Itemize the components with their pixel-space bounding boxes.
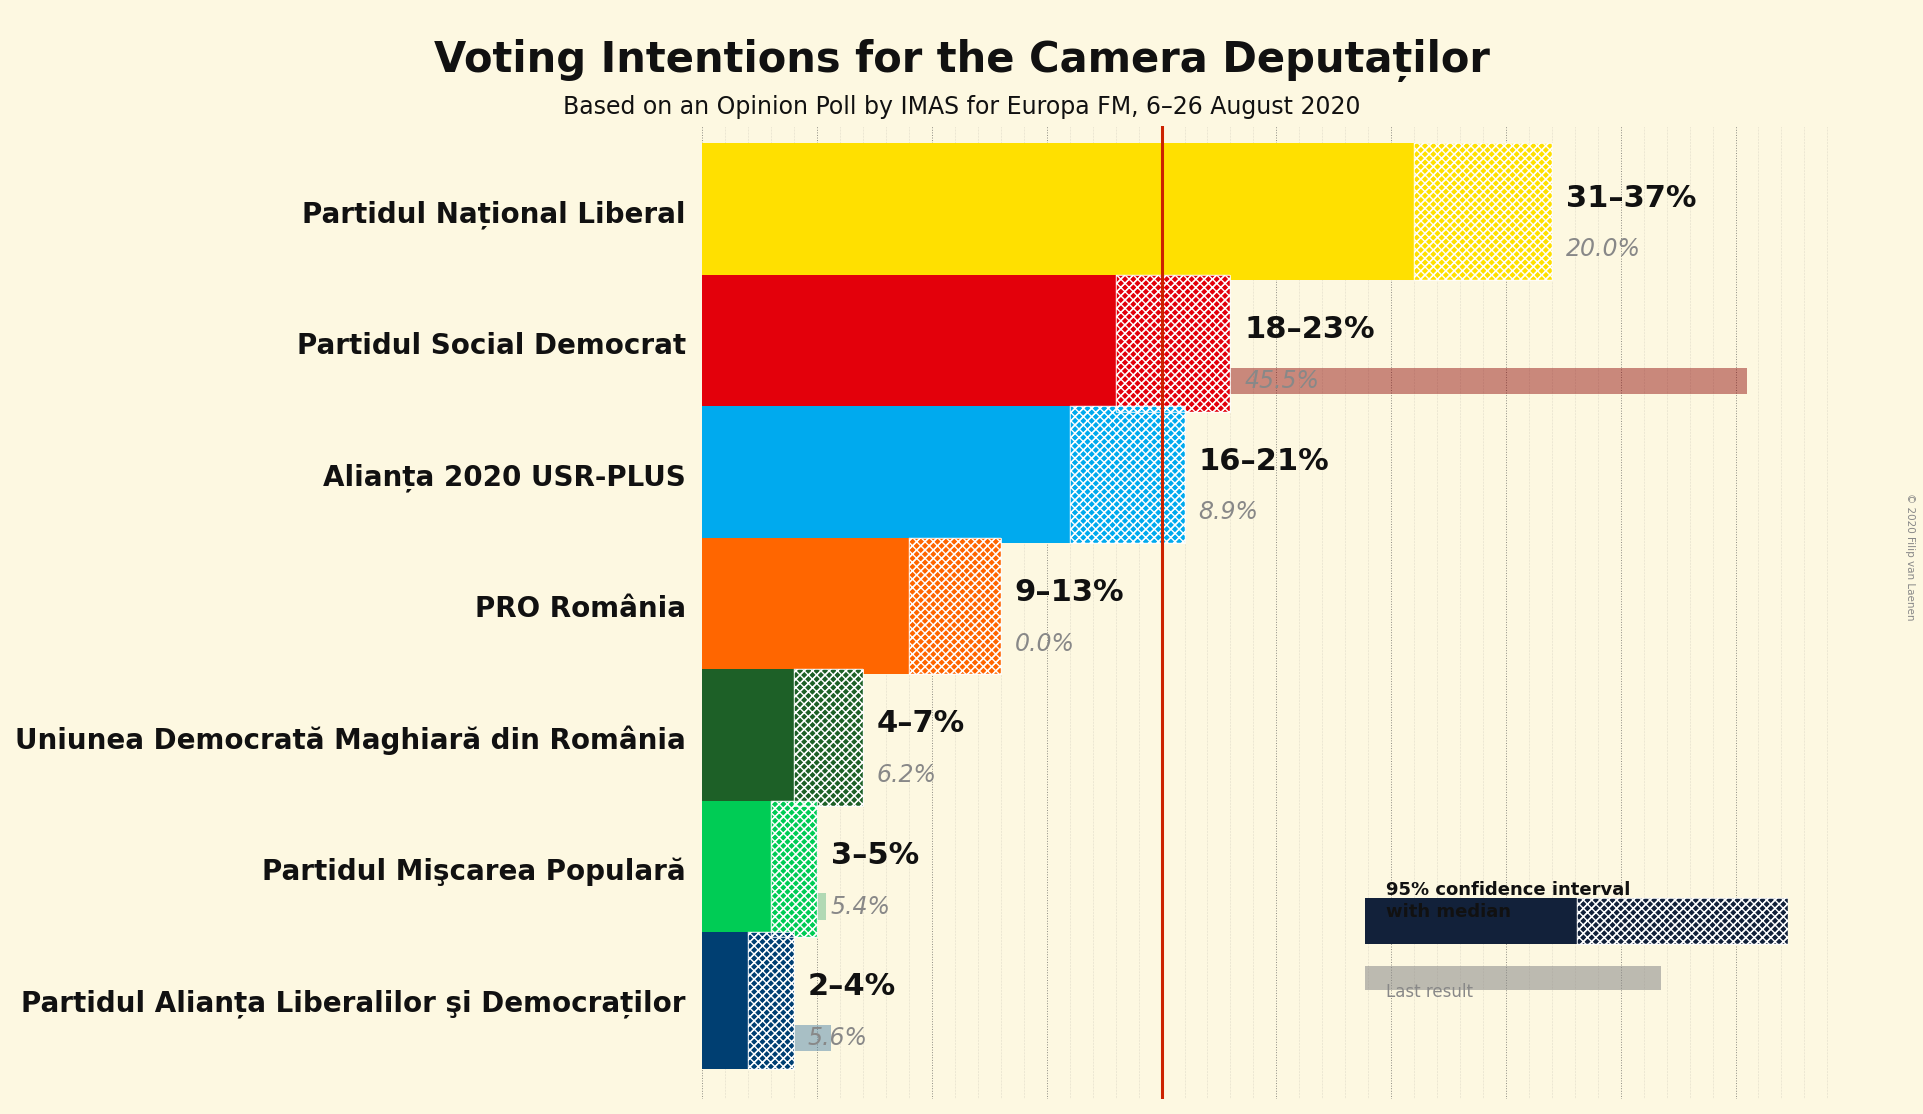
Text: 0.0%: 0.0%: [1015, 632, 1075, 656]
Bar: [702, 275, 1115, 411]
Bar: [1577, 898, 1788, 945]
Bar: [702, 144, 1413, 281]
Bar: [771, 801, 817, 937]
Bar: [1365, 898, 1577, 945]
Bar: [702, 893, 827, 920]
Bar: [702, 762, 844, 789]
Text: 16–21%: 16–21%: [1198, 447, 1329, 476]
Bar: [702, 1025, 831, 1052]
Bar: [794, 670, 863, 805]
Bar: [1069, 407, 1185, 543]
Bar: [771, 801, 817, 937]
Bar: [771, 801, 817, 937]
Text: 5.6%: 5.6%: [808, 1026, 867, 1051]
Bar: [1115, 275, 1231, 411]
Bar: [748, 932, 794, 1068]
Bar: [702, 236, 1161, 263]
Bar: [702, 801, 771, 937]
Bar: [794, 670, 863, 805]
Text: 95% confidence interval: 95% confidence interval: [1386, 881, 1631, 899]
Text: 45.5%: 45.5%: [1244, 369, 1319, 393]
Text: 18–23%: 18–23%: [1244, 315, 1375, 344]
Text: 31–37%: 31–37%: [1565, 184, 1696, 213]
Bar: [1413, 144, 1552, 281]
Text: 6.2%: 6.2%: [877, 763, 937, 788]
Bar: [794, 670, 863, 805]
Bar: [1413, 144, 1552, 281]
Text: Based on an Opinion Poll by IMAS for Europa FM, 6–26 August 2020: Based on an Opinion Poll by IMAS for Eur…: [563, 95, 1360, 119]
Text: 3–5%: 3–5%: [831, 841, 919, 870]
Bar: [702, 538, 910, 674]
Text: 9–13%: 9–13%: [1015, 578, 1125, 607]
Bar: [748, 932, 794, 1068]
Bar: [1115, 275, 1231, 411]
Bar: [1577, 898, 1788, 945]
Text: 20.0%: 20.0%: [1565, 237, 1640, 262]
Bar: [910, 538, 1000, 674]
Bar: [1069, 407, 1185, 543]
Bar: [702, 932, 748, 1068]
Bar: [702, 368, 1746, 394]
Bar: [748, 932, 794, 1068]
Text: Voting Intentions for the Camera Deputaților: Voting Intentions for the Camera Deputaț…: [433, 39, 1490, 82]
Bar: [910, 538, 1000, 674]
Bar: [702, 499, 908, 526]
Bar: [1069, 407, 1185, 543]
Bar: [910, 538, 1000, 674]
Bar: [702, 407, 1069, 543]
Bar: [1577, 898, 1788, 945]
Text: 2–4%: 2–4%: [808, 973, 896, 1001]
Text: 4–7%: 4–7%: [877, 710, 965, 739]
Text: 8.9%: 8.9%: [1198, 500, 1258, 525]
Bar: [1115, 275, 1231, 411]
Text: with median: with median: [1386, 903, 1511, 921]
Text: © 2020 Filip van Laenen: © 2020 Filip van Laenen: [1904, 494, 1915, 620]
Bar: [702, 670, 794, 805]
Text: Last result: Last result: [1386, 983, 1473, 1000]
Text: 5.4%: 5.4%: [831, 895, 890, 919]
Bar: [1413, 144, 1552, 281]
Bar: [1365, 966, 1661, 989]
